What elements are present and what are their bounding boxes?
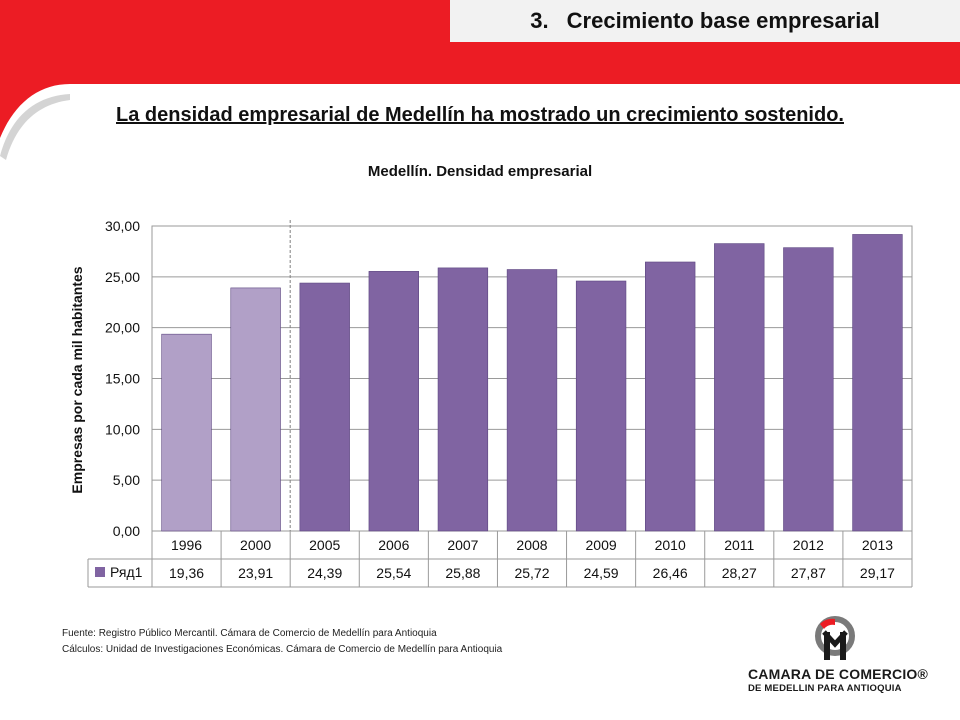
y-tick-label: 15,00 [105, 371, 140, 387]
bar-2000 [230, 287, 281, 532]
legend-swatch [95, 567, 105, 577]
y-tick-label: 10,00 [105, 421, 140, 437]
legend-series-name: Ряд1 [110, 564, 143, 580]
x-tick-label: 2011 [724, 537, 754, 553]
data-label: 25,88 [445, 565, 480, 581]
page-headline: La densidad empresarial de Medellín ha m… [116, 104, 844, 126]
data-label: 28,27 [722, 565, 757, 581]
x-tick-label: 2005 [309, 537, 340, 553]
data-label: 29,17 [860, 565, 895, 581]
x-tick-label: 2010 [655, 537, 686, 553]
x-tick-label: 2007 [447, 537, 478, 553]
x-tick-label: 2000 [240, 537, 271, 553]
data-label: 24,39 [307, 565, 342, 581]
chart-axes: 0,00 5,00 10,00 15,00 20,00 25,00 30,00 [105, 218, 140, 539]
x-tick-label: 2013 [862, 537, 893, 553]
y-axis-label: Empresas por cada mil habitantes [69, 266, 85, 493]
bar-2009 [575, 280, 627, 532]
bar-2013 [852, 234, 903, 532]
y-tick-label: 5,00 [113, 472, 140, 488]
bar-1996 [161, 333, 212, 532]
bar-2010 [645, 261, 696, 532]
data-label: 25,72 [514, 565, 549, 581]
data-label: 24,59 [584, 565, 619, 581]
logo-text: CAMARA DE COMERCIO® DE MEDELLIN PARA ANT… [748, 666, 948, 694]
banner-grey-swoosh [0, 94, 70, 160]
x-tick-label: 2008 [516, 537, 547, 553]
y-tick-label: 20,00 [105, 320, 140, 336]
calc-note: Cálculos: Unidad de Investigaciones Econ… [62, 644, 503, 655]
footnotes: Fuente: Registro Público Mercantil. Cáma… [62, 626, 502, 658]
data-label: 19,36 [169, 565, 204, 581]
y-tick-label: 25,00 [105, 269, 140, 285]
x-tick-label: 2012 [793, 537, 824, 553]
y-tick-label: 30,00 [105, 218, 140, 234]
x-tick-label: 2009 [586, 537, 617, 553]
bar-2011 [714, 243, 765, 532]
data-label: 23,91 [238, 565, 273, 581]
camara-de-comercio-logo-icon [815, 616, 855, 660]
x-tick-label: 2006 [378, 537, 409, 553]
section-title-box: 3. Crecimiento base empresarial [450, 0, 960, 42]
bar-2005 [299, 282, 350, 532]
chart-data-table: 1996 19,36 2000 23,91 2005 24,39 2006 25,54 2007… [87, 531, 913, 588]
bar-2008 [506, 269, 558, 532]
chart-bars [161, 234, 903, 532]
logo-line-2: DE MEDELLIN PARA ANTIOQUIA [748, 683, 902, 694]
chart-title: Medellín. Densidad empresarial [367, 163, 593, 180]
bar-2006 [368, 271, 419, 532]
section-number: 3. [530, 8, 549, 33]
logo-line-1: CAMARA DE COMERCIO® [748, 666, 929, 682]
data-label: 27,87 [791, 565, 826, 581]
x-tick-label: 1996 [171, 537, 202, 553]
y-tick-label: 0,00 [113, 523, 140, 539]
data-label: 25,54 [376, 565, 411, 581]
section-title: Crecimiento base empresarial [566, 8, 880, 33]
data-label: 26,46 [653, 565, 688, 581]
bar-2012 [783, 247, 834, 532]
bar-2007 [437, 267, 489, 532]
source-note: Fuente: Registro Público Mercantil. Cáma… [62, 628, 437, 639]
